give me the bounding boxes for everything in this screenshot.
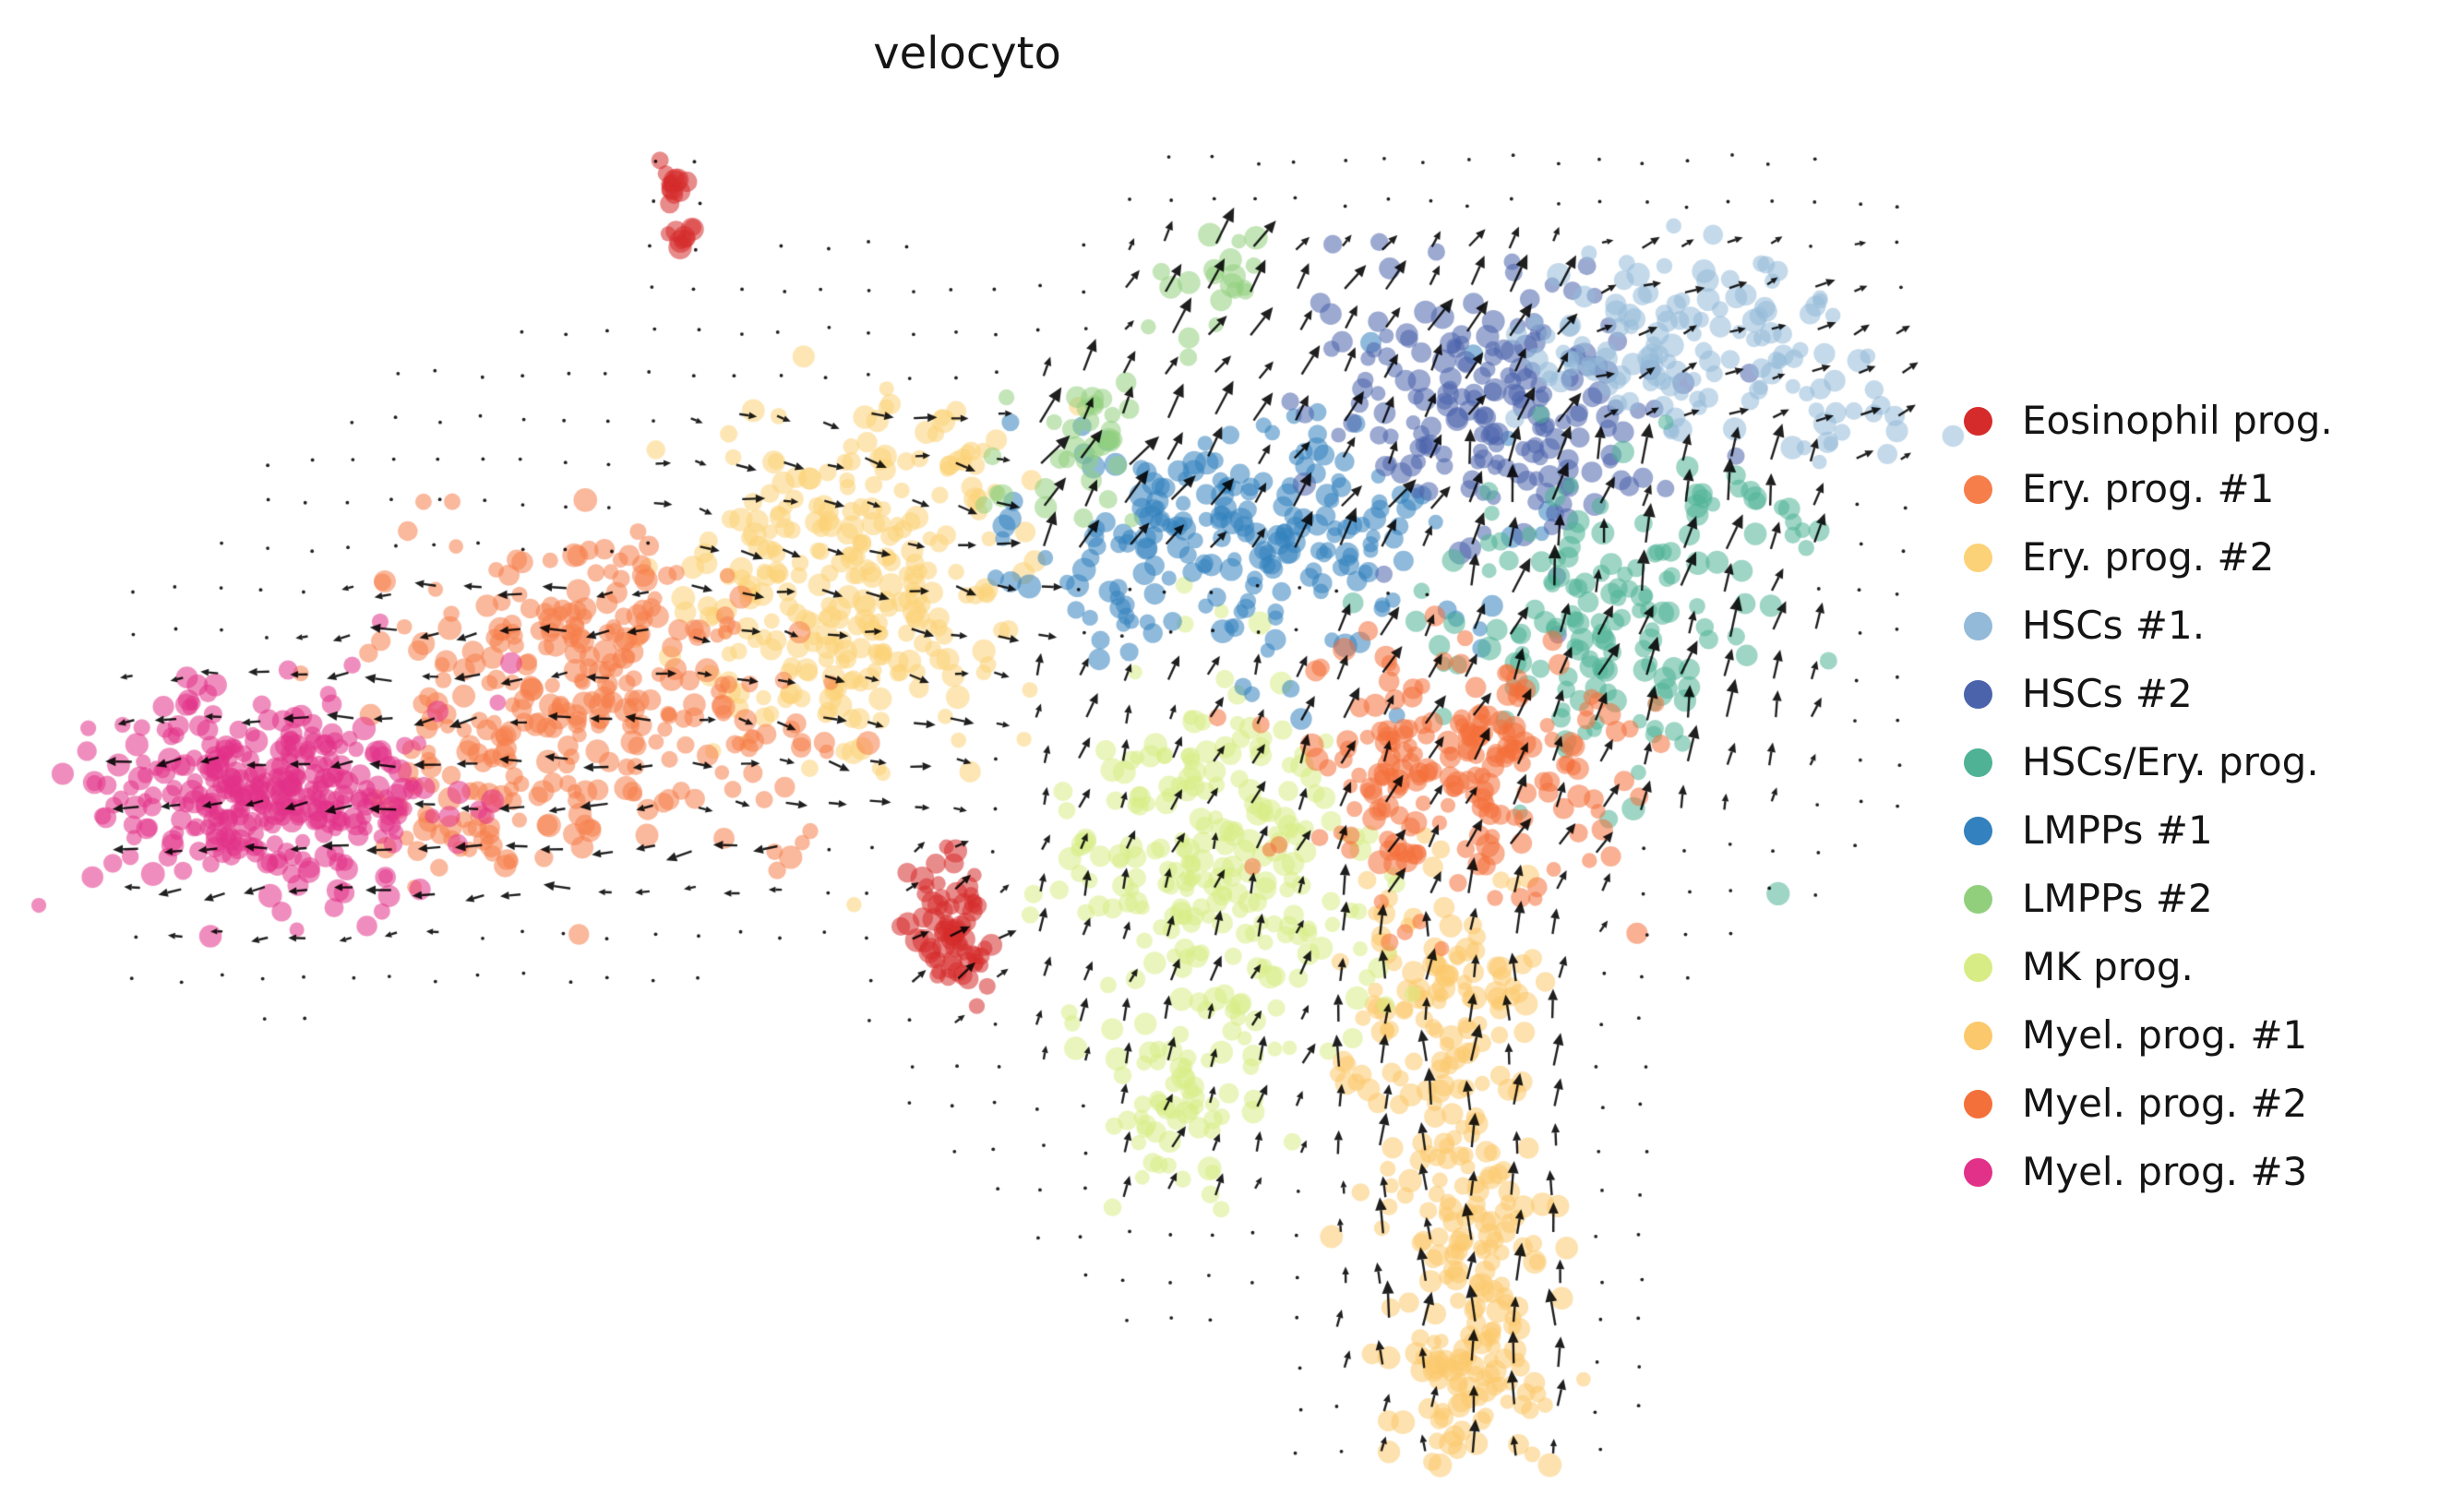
legend-item: Myel. prog. #1 — [1964, 1012, 2333, 1058]
legend-label: HSCs/Ery. prog. — [2022, 739, 2319, 784]
legend-label: Eosinophil prog. — [2022, 398, 2333, 443]
legend-label: HSCs #2 — [2022, 671, 2193, 716]
legend-item: HSCs #1. — [1964, 603, 2333, 649]
legend-swatch — [1964, 1157, 1992, 1187]
legend-item: Eosinophil prog. — [1964, 398, 2333, 444]
legend-swatch — [1964, 611, 1992, 640]
legend-label: Myel. prog. #1 — [2022, 1012, 2308, 1058]
legend: Eosinophil prog. Ery. prog. #1 Ery. prog. … — [1964, 398, 2333, 1195]
legend-item: Myel. prog. #3 — [1964, 1149, 2333, 1195]
legend-swatch — [1964, 406, 1992, 436]
legend-swatch — [1964, 952, 1992, 982]
legend-item: Ery. prog. #2 — [1964, 534, 2333, 580]
legend-swatch — [1964, 816, 1992, 845]
legend-swatch — [1964, 543, 1992, 572]
legend-swatch — [1964, 1089, 1992, 1118]
plot-title: velocyto — [873, 28, 1061, 79]
legend-item: MK prog. — [1964, 944, 2333, 990]
legend-swatch — [1964, 748, 1992, 777]
legend-swatch — [1964, 679, 1992, 709]
legend-label: Myel. prog. #3 — [2022, 1149, 2308, 1194]
legend-label: LMPPs #2 — [2022, 876, 2213, 921]
legend-label: LMPPs #1 — [2022, 807, 2213, 853]
legend-label: Ery. prog. #2 — [2022, 534, 2275, 580]
legend-item: LMPPs #1 — [1964, 807, 2333, 854]
legend-item: Myel. prog. #2 — [1964, 1081, 2333, 1127]
legend-label: Ery. prog. #1 — [2022, 466, 2275, 511]
legend-swatch — [1964, 884, 1992, 914]
legend-label: MK prog. — [2022, 944, 2194, 989]
legend-swatch — [1964, 1021, 1992, 1050]
legend-label: HSCs #1. — [2022, 603, 2206, 648]
legend-item: LMPPs #2 — [1964, 876, 2333, 922]
legend-label: Myel. prog. #2 — [2022, 1081, 2308, 1126]
legend-item: Ery. prog. #1 — [1964, 466, 2333, 512]
legend-item: HSCs #2 — [1964, 671, 2333, 717]
legend-swatch — [1964, 474, 1992, 504]
legend-item: HSCs/Ery. prog. — [1964, 739, 2333, 785]
